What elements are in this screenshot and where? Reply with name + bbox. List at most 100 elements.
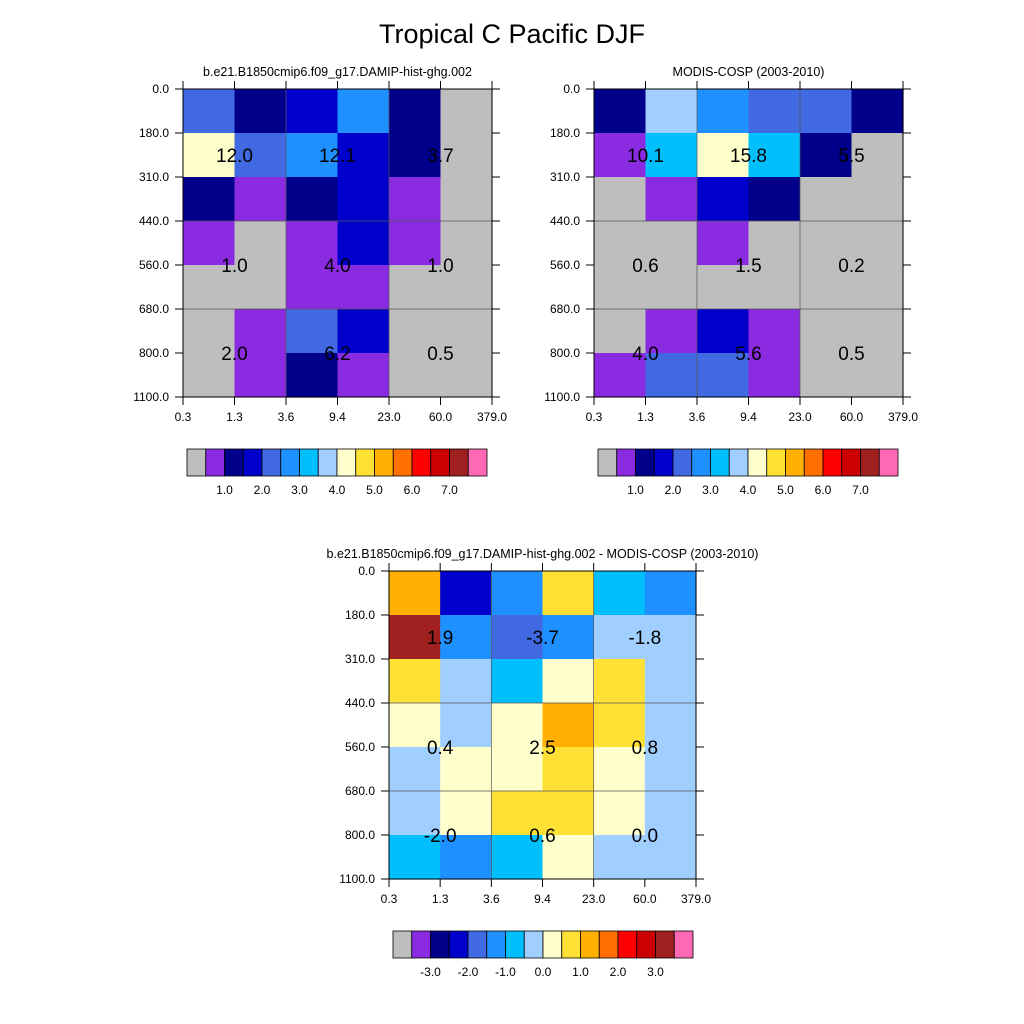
heatmap-cell <box>697 221 750 266</box>
heatmap-cell <box>800 221 853 266</box>
heatmap-cell <box>183 309 236 354</box>
heatmap-cell <box>851 133 904 178</box>
heatmap-cell <box>594 353 647 398</box>
value-annotation: 1.5 <box>735 256 761 277</box>
colorbar-box <box>691 448 711 477</box>
heatmap-cell <box>748 353 801 398</box>
heatmap-cell <box>697 353 750 398</box>
y-tick-label: 180.0 <box>345 608 375 622</box>
heatmap-cell <box>748 177 801 222</box>
figure-title: Tropical C Pacific DJF <box>379 19 645 49</box>
colorbar-box <box>205 448 225 477</box>
value-annotation: 12.0 <box>216 146 253 167</box>
heatmap-cell <box>644 791 697 836</box>
y-tick-label: 180.0 <box>139 126 169 140</box>
colorbar-box <box>747 448 768 477</box>
heatmap-cell <box>697 309 750 354</box>
colorbar-label: 4.0 <box>740 483 757 497</box>
colorbar-box <box>336 448 357 477</box>
heatmap-cell <box>645 265 698 310</box>
heatmap-cell <box>593 747 646 792</box>
heatmap-cell <box>800 89 853 134</box>
heatmap-cell <box>593 615 646 660</box>
value-annotation: 0.6 <box>632 256 658 277</box>
y-tick-label: 800.0 <box>345 828 375 842</box>
heatmap-cell <box>644 659 697 704</box>
x-tick-label: 60.0 <box>840 410 864 424</box>
heatmap-cell <box>851 221 904 266</box>
heatmap-cell <box>748 221 801 266</box>
heatmap-panel-2: MODIS-COSP (2003-2010) 0.3 1.3 3.6 9.4 23.0 60… <box>544 65 918 497</box>
colorbar-label: 2.0 <box>254 483 271 497</box>
value-annotation: 3.7 <box>427 146 453 167</box>
colorbar-label: 1.0 <box>627 483 644 497</box>
y-tick-label: 440.0 <box>550 214 580 228</box>
heatmap-cell <box>234 133 287 178</box>
heatmap-cell <box>697 89 750 134</box>
colorbar-box <box>710 448 730 477</box>
y-tick-label: 680.0 <box>550 302 580 316</box>
colorbar-box <box>449 448 469 477</box>
heatmap-cell <box>594 177 647 222</box>
heatmap-cell <box>644 615 697 660</box>
colorbar-box <box>374 448 394 477</box>
heatmap-cell <box>645 89 698 134</box>
value-annotation: 10.1 <box>627 146 664 167</box>
value-annotation: 5.6 <box>735 344 761 365</box>
colorbar-label: 5.0 <box>777 483 794 497</box>
y-tick-label: 0.0 <box>563 82 580 96</box>
colorbar-label: 4.0 <box>329 483 346 497</box>
colorbar-box <box>728 448 749 477</box>
heatmap-cell <box>440 353 493 398</box>
colorbar-label: 2.0 <box>665 483 682 497</box>
heatmap-cell <box>389 835 441 880</box>
value-annotation: 0.6 <box>529 826 555 847</box>
heatmap-cell <box>389 571 441 616</box>
heatmap-cell <box>644 571 697 616</box>
x-tick-label: 60.0 <box>429 410 453 424</box>
value-annotation: 4.0 <box>632 344 658 365</box>
heatmap-cell <box>183 89 236 134</box>
panel-title: b.e21.B1850cmip6.f09_g17.DAMIP-hist-ghg.… <box>203 65 472 79</box>
colorbar-box <box>299 448 319 477</box>
heatmap-cell <box>491 747 544 792</box>
heatmap-cell <box>286 265 339 310</box>
y-tick-label: 180.0 <box>550 126 580 140</box>
value-annotation: 0.2 <box>838 256 864 277</box>
colorbar-box <box>430 448 450 477</box>
value-annotation: 1.0 <box>221 256 247 277</box>
heatmap-cell <box>389 703 441 748</box>
heatmap-cell <box>337 265 390 310</box>
heatmap-cell <box>800 265 853 310</box>
heatmap-cell <box>851 309 904 354</box>
heatmap-cell <box>593 791 646 836</box>
y-tick-label: 680.0 <box>139 302 169 316</box>
y-tick-label: 310.0 <box>345 652 375 666</box>
colorbar-label: 1.0 <box>572 965 589 979</box>
heatmap-cell <box>594 309 647 354</box>
heatmap-cell <box>234 353 287 398</box>
heatmap-cell <box>748 265 801 310</box>
value-annotation: 5.5 <box>838 146 864 167</box>
panel-title: b.e21.B1850cmip6.f09_g17.DAMIP-hist-ghg.… <box>327 547 759 561</box>
y-tick-label: 0.0 <box>358 564 375 578</box>
colorbar-label: 7.0 <box>852 483 869 497</box>
heatmap-cell <box>440 571 492 616</box>
colorbar-box <box>766 448 786 477</box>
heatmap-cell <box>440 615 492 660</box>
value-annotation: -3.7 <box>526 628 559 649</box>
heatmap-cell <box>337 309 390 354</box>
value-annotation: 0.8 <box>632 738 658 759</box>
colorbar-label: 2.0 <box>610 965 627 979</box>
colorbar-box <box>505 930 525 959</box>
heatmap-cell <box>337 133 390 178</box>
colorbar-box <box>186 448 207 477</box>
heatmap-cell <box>800 177 853 222</box>
value-annotation: 6.2 <box>324 344 350 365</box>
heatmap-cell <box>851 353 904 398</box>
x-tick-label: 379.0 <box>681 892 711 906</box>
colorbar-label: 7.0 <box>441 483 458 497</box>
heatmap-cell <box>851 89 904 134</box>
heatmap-cell <box>389 615 441 660</box>
value-annotation: 0.4 <box>427 738 454 759</box>
